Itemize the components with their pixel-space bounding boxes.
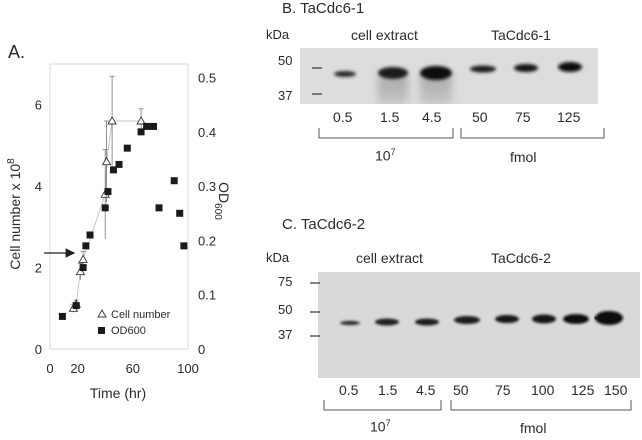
blot-b-band-lane4 — [470, 65, 496, 73]
left-tick-label-0: 0 — [35, 342, 42, 357]
blot-b-band-lane5 — [514, 64, 538, 72]
cell-number-point-2 — [75, 266, 86, 276]
panel-c-lane-3: 4.5 — [416, 382, 436, 398]
blot-c-image — [310, 272, 640, 378]
od600-point-12 — [150, 122, 157, 130]
cell-number-point-7 — [136, 116, 146, 125]
blot-b-band-lane3 — [420, 66, 452, 80]
od600-point-4 — [86, 231, 94, 239]
panel-b-lane-1: 0.5 — [333, 109, 353, 125]
od600-point-11 — [143, 122, 151, 130]
panel-b-title: B. TaCdc6-1 — [282, 0, 365, 17]
right-tick-label-2: 0.2 — [198, 233, 216, 248]
cell-number-point-3 — [78, 254, 88, 263]
right-tick-label-4: 0.4 — [198, 125, 216, 140]
panel-b-fmol-label: fmol — [510, 149, 537, 165]
panel-b-brackets — [318, 128, 605, 139]
chart-legend: Cell number OD600 — [97, 309, 171, 337]
od600-point-8 — [115, 160, 123, 168]
blot-c-band-lane1 — [340, 320, 360, 326]
blot-b-band-lane1 — [334, 71, 356, 77]
panel-b-cells-label: 107 — [375, 147, 396, 164]
panel-a-label: A. — [8, 42, 26, 62]
right-axis-title: OD600 — [212, 182, 230, 220]
panel-c-lane-7: 125 — [571, 382, 595, 398]
od600-point-2 — [79, 264, 87, 272]
x-tick-label-3: 100 — [177, 361, 199, 376]
panel-c-marker-75: 75 — [278, 274, 293, 289]
blot-c-band-lane4 — [454, 316, 480, 324]
panel-b-lane-3: 4.5 — [422, 109, 442, 125]
left-tick-label-1: 2 — [35, 261, 42, 276]
panel-c-lane-1: 0.5 — [339, 382, 359, 398]
od600-point-9 — [123, 144, 131, 152]
od600-point-15 — [176, 209, 184, 217]
panel-c-fmol-label: fmol — [520, 420, 547, 436]
cell-number-point-5 — [101, 156, 112, 166]
legend-triangle-marker — [97, 309, 107, 318]
panel-b-group-cell-extract: cell extract — [351, 27, 418, 43]
od600-point-13 — [155, 204, 163, 212]
panel-c-lane-8: 150 — [604, 382, 628, 398]
blot-c-band-lane7 — [563, 314, 589, 324]
left-tick-label-3: 6 — [35, 98, 42, 113]
od600-point-7 — [109, 166, 117, 174]
panel-b-lane-4: 50 — [472, 109, 488, 125]
panel-b-marker-37: 37 — [278, 88, 293, 103]
right-tick-label-3: 0.3 — [198, 179, 216, 194]
right-tick-label-0: 0 — [198, 342, 205, 357]
x-tick-label-2: 60 — [126, 361, 140, 376]
panel-c-lane-2: 1.5 — [378, 382, 398, 398]
blot-c-band-lane2 — [375, 318, 399, 326]
left-tick-label-2: 4 — [35, 179, 42, 194]
legend-od600: OD600 — [111, 325, 146, 337]
right-tick-label-1: 0.1 — [198, 288, 216, 303]
panel-c-marker-37: 37 — [278, 327, 293, 342]
panel-b-marker-50: 50 — [278, 53, 293, 68]
legend-square-marker — [98, 327, 105, 334]
od600-point-3 — [82, 242, 90, 250]
panel-c-group-cell-extract: cell extract — [356, 250, 423, 266]
plot-frame — [49, 63, 189, 350]
panel-b-group-protein: TaCdc6-1 — [491, 27, 551, 43]
blot-c-speck — [594, 316, 598, 320]
x-tick-label-1: 20 — [70, 361, 84, 376]
od600-point-6 — [104, 188, 112, 196]
x-tick-label-0: 0 — [46, 361, 53, 376]
od600-point-1 — [72, 302, 80, 310]
panel-b-lane-2: 1.5 — [380, 109, 400, 125]
panel-c-lane-6: 100 — [531, 382, 555, 398]
left-axis-title: Cell number x 108 — [6, 158, 23, 270]
cell-number-point-6 — [107, 116, 117, 125]
od600-point-10 — [137, 128, 145, 136]
blot-b-band-lane2 — [378, 67, 408, 79]
blot-b-band-lane6 — [558, 62, 582, 72]
panel-b-lane-6: 125 — [557, 109, 581, 125]
panel-c-marker-50: 50 — [278, 302, 293, 317]
cell-number-line — [73, 120, 142, 309]
od600-point-5 — [101, 204, 109, 212]
od600-point-0 — [58, 312, 66, 320]
blot-c-band-lane8 — [595, 311, 623, 325]
right-tick-label-5: 0.5 — [198, 71, 216, 86]
panel-c-group-protein: TaCdc6-2 — [491, 250, 551, 266]
x-axis-title: Time (hr) — [90, 385, 146, 401]
panel-c-lane-5: 75 — [495, 382, 511, 398]
od600-point-14 — [170, 177, 178, 185]
blot-c-band-lane5 — [495, 315, 519, 323]
panel-b-lane-5: 75 — [515, 109, 531, 125]
panel-c-title: C. TaCdc6-2 — [282, 216, 366, 233]
panel-c-brackets — [323, 400, 632, 411]
od600-point-16 — [180, 242, 188, 250]
panel-c-cells-label: 107 — [370, 418, 391, 435]
blot-c-band-lane6 — [532, 314, 556, 324]
blot-b-image — [300, 48, 598, 104]
panel-c-lane-4: 50 — [453, 382, 469, 398]
panel-c-kda-label: kDa — [266, 250, 290, 265]
panel-b-kda-label: kDa — [266, 27, 290, 42]
legend-cell-number: Cell number — [111, 309, 171, 321]
blot-c-band-lane3 — [415, 318, 439, 326]
